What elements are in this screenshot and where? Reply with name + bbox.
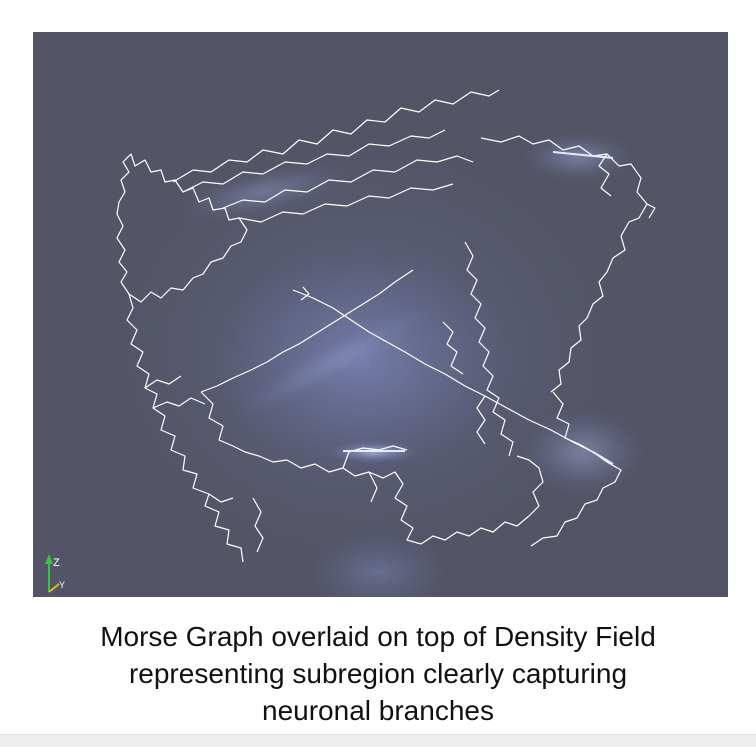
- axis-label-z: Z: [53, 557, 60, 569]
- axis-triad: [45, 554, 60, 593]
- caption-line-1: Morse Graph overlaid on top of Density F…: [100, 621, 656, 652]
- figure-caption: Morse Graph overlaid on top of Density F…: [0, 618, 756, 729]
- render-viewport: Z Y: [33, 32, 728, 597]
- morse-graph-render: Z Y: [45, 89, 656, 597]
- axis-label-y: Y: [59, 580, 65, 590]
- bottom-divider: [0, 734, 756, 747]
- density-field: [113, 137, 643, 597]
- caption-line-2: representing subregion clearly capturing: [128, 658, 628, 689]
- morse-graph: [116, 89, 656, 563]
- density-highlights: [343, 151, 614, 465]
- caption-line-3: neuronal branches: [262, 695, 494, 726]
